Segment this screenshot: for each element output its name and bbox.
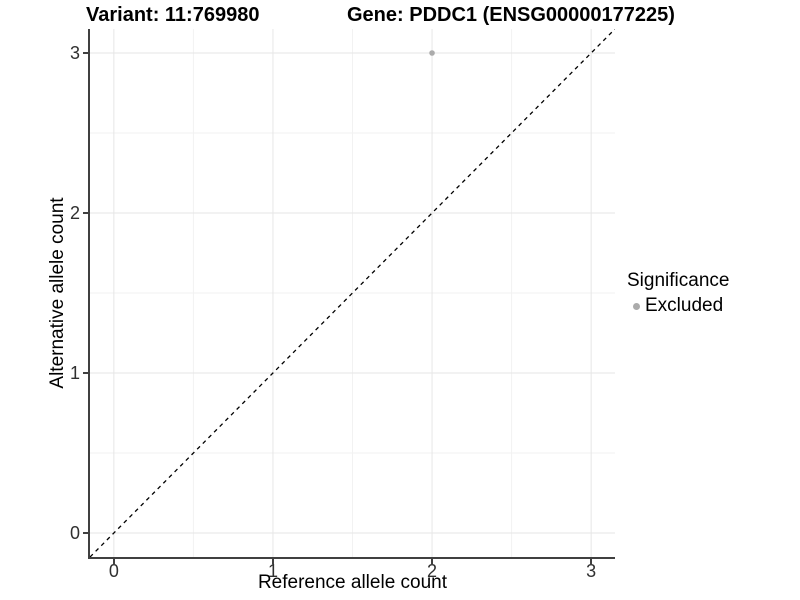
legend-key-dot-icon xyxy=(633,302,640,310)
y-tick-label: 3 xyxy=(69,43,80,63)
legend: Significance Excluded xyxy=(627,269,729,317)
plot-canvas xyxy=(90,29,615,557)
y-tick-label: 2 xyxy=(69,203,80,223)
data-point xyxy=(429,50,435,56)
gene-title: Gene: PDDC1 (ENSG00000177225) xyxy=(347,4,675,26)
legend-title: Significance xyxy=(627,270,730,291)
y-tick-label: 0 xyxy=(69,523,80,543)
y-axis-title: Alternative allele count xyxy=(47,197,68,389)
x-axis-title: Reference allele count xyxy=(257,572,448,593)
x-tick-mark xyxy=(271,559,274,564)
legend-items: Excluded xyxy=(627,295,729,317)
variant-title: Variant: 11:769980 xyxy=(86,4,260,26)
plot-panel xyxy=(88,29,615,559)
legend-item-label: Excluded xyxy=(645,295,724,316)
legend-item: Excluded xyxy=(627,295,729,317)
y-tick-mark xyxy=(83,212,88,214)
x-tick-label: 0 xyxy=(108,561,119,581)
x-tick-label: 2 xyxy=(427,561,438,581)
x-tick-mark xyxy=(112,559,115,564)
y-tick-mark xyxy=(83,532,88,534)
x-tick-mark xyxy=(431,559,434,564)
y-tick-label: 1 xyxy=(69,363,80,383)
x-tick-label: 3 xyxy=(586,561,597,581)
x-tick-label: 1 xyxy=(267,561,278,581)
y-tick-mark xyxy=(83,52,88,54)
x-tick-mark xyxy=(590,559,593,564)
y-tick-mark xyxy=(83,372,88,374)
